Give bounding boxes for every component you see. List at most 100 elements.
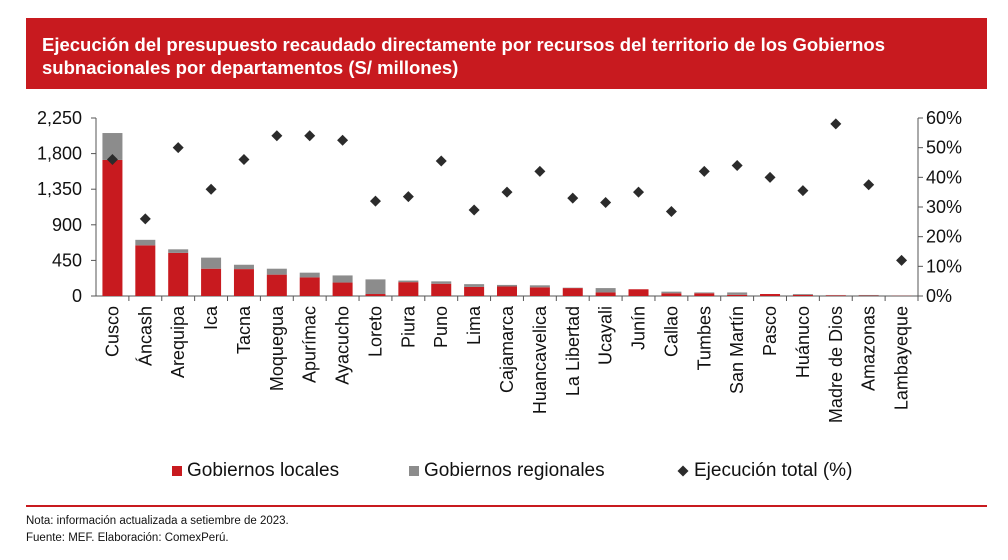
x-tick-label: San Martín (727, 306, 747, 394)
bar-gobiernos-locales (266, 274, 287, 296)
bar-gobiernos-regionales (694, 292, 715, 294)
marker-ejecucion-total (665, 205, 677, 217)
bar-gobiernos-regionales (595, 288, 616, 293)
bar-gobiernos-regionales (168, 249, 189, 253)
marker-ejecucion-total (600, 197, 612, 209)
legend-swatch-locales (172, 466, 182, 476)
y-left-tick-label: 0 (72, 286, 82, 306)
bar-gobiernos-regionales (661, 291, 682, 294)
x-tick-label: Áncash (135, 306, 155, 366)
x-tick-label: Piura (398, 305, 418, 348)
legend-label-ejecucion: Ejecución total (%) (694, 460, 852, 481)
footer-divider (26, 505, 987, 507)
bar-gobiernos-locales (102, 159, 123, 296)
marker-ejecucion-total (205, 183, 217, 195)
x-tick-label: Ica (201, 305, 221, 330)
x-tick-label: Ayacucho (333, 306, 353, 385)
x-tick-label: La Libertad (563, 306, 583, 396)
bar-gobiernos-regionales (135, 239, 156, 246)
bar-gobiernos-regionales (431, 281, 452, 284)
marker-ejecucion-total (501, 186, 513, 198)
bar-gobiernos-locales (694, 293, 715, 296)
bar-gobiernos-locales (628, 289, 649, 296)
bar-gobiernos-regionales (792, 294, 813, 295)
y-left-tick-label: 2,250 (37, 108, 82, 128)
x-tick-label: Apurímac (300, 306, 320, 383)
y-right-tick-label: 20% (926, 227, 962, 247)
bar-gobiernos-regionales (266, 268, 287, 275)
marker-ejecucion-total (468, 204, 480, 216)
marker-ejecucion-total (863, 179, 875, 191)
x-tick-label: Cusco (102, 306, 122, 357)
chart-title: Ejecución del presupuesto recaudado dire… (42, 33, 971, 79)
marker-ejecucion-total (797, 185, 809, 197)
x-tick-label: Tumbes (694, 306, 714, 370)
bar-gobiernos-locales (760, 294, 781, 296)
y-right-tick-label: 60% (926, 108, 962, 128)
bar-gobiernos-regionales (233, 264, 254, 270)
bar-gobiernos-regionales (365, 279, 386, 295)
bar-gobiernos-locales (135, 245, 156, 296)
bar-gobiernos-locales (201, 268, 222, 296)
bar-gobiernos-regionales (464, 284, 485, 287)
bar-gobiernos-regionales (398, 280, 419, 283)
marker-ejecucion-total (698, 165, 710, 177)
legend-marker-ejecucion (677, 465, 689, 477)
marker-ejecucion-total (435, 155, 447, 167)
bar-gobiernos-locales (562, 288, 583, 296)
x-tick-label: Arequipa (168, 305, 188, 378)
bar-gobiernos-regionales (727, 292, 748, 295)
y-right-tick-label: 10% (926, 256, 962, 276)
bar-gobiernos-locales (661, 293, 682, 296)
bar-gobiernos-regionales (858, 294, 879, 296)
x-tick-label: Huánuco (793, 306, 813, 378)
x-tick-label: Madre de Dios (826, 306, 846, 423)
bar-gobiernos-locales (299, 277, 320, 296)
marker-ejecucion-total (238, 154, 250, 166)
marker-ejecucion-total (896, 254, 908, 266)
y-right-tick-label: 50% (926, 138, 962, 158)
bar-gobiernos-locales (792, 294, 813, 296)
legend-swatch-regionales (409, 466, 419, 476)
x-tick-label: Lima (464, 305, 484, 345)
marker-ejecucion-total (271, 130, 283, 142)
bar-gobiernos-locales (332, 282, 353, 296)
note-text: Nota: información actualizada a setiembr… (26, 515, 289, 527)
bar-gobiernos-locales (529, 287, 550, 296)
marker-ejecucion-total (304, 130, 316, 142)
y-left-tick-label: 1,800 (37, 144, 82, 164)
x-tick-label: Ucayali (596, 306, 616, 365)
chart-title-line-2: subnacionales por departamentos (S/ mill… (42, 57, 459, 78)
marker-ejecucion-total (369, 195, 381, 207)
bar-gobiernos-regionales (497, 284, 517, 287)
bar-gobiernos-regionales (102, 133, 123, 160)
y-right-tick-label: 40% (926, 167, 962, 187)
y-right-tick-label: 30% (926, 197, 962, 217)
bar-gobiernos-regionales (332, 275, 353, 283)
x-tick-label: Junín (629, 306, 649, 350)
x-tick-label: Pasco (760, 306, 780, 356)
bar-gobiernos-regionales (299, 272, 320, 278)
bar-gobiernos-locales (825, 295, 846, 296)
y-left-tick-label: 1,350 (37, 179, 82, 199)
marker-ejecucion-total (567, 192, 579, 204)
marker-ejecucion-total (534, 165, 546, 177)
x-tick-label: Cajamarca (497, 305, 517, 393)
marker-ejecucion-total (764, 171, 776, 183)
marker-ejecucion-total (172, 142, 184, 154)
bar-gobiernos-regionales (201, 257, 222, 269)
bar-gobiernos-locales (365, 294, 386, 296)
x-tick-label: Amazonas (859, 306, 879, 391)
y-left-tick-label: 450 (52, 250, 82, 270)
chart-title-line-1: Ejecución del presupuesto recaudado dire… (42, 34, 885, 55)
y-right-tick-label: 0% (926, 286, 952, 306)
x-tick-label: Loreto (365, 306, 385, 357)
x-tick-label: Callao (661, 306, 681, 357)
bar-gobiernos-locales (233, 269, 254, 296)
marker-ejecucion-total (830, 118, 842, 130)
x-tick-label: Tacna (234, 305, 254, 354)
marker-ejecucion-total (337, 134, 349, 146)
bar-gobiernos-locales (168, 252, 189, 296)
y-left-tick-label: 900 (52, 215, 82, 235)
legend-label-regionales: Gobiernos regionales (424, 460, 605, 481)
